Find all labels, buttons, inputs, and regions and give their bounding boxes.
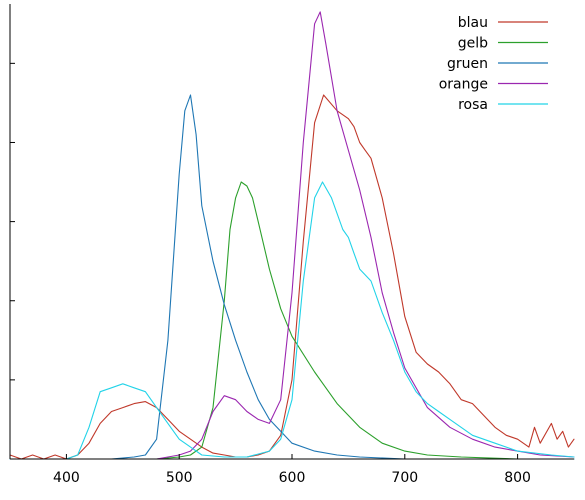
series-line-orange bbox=[9, 11, 575, 460]
legend-item-rosa: rosa bbox=[458, 97, 548, 113]
legend: blau gelb gruen orange rosa bbox=[439, 15, 548, 113]
series-line-blau bbox=[9, 94, 575, 460]
series-line-gelb bbox=[9, 181, 575, 460]
series-line-gruen bbox=[9, 94, 575, 460]
x-tick-label-800: 800 bbox=[504, 470, 531, 486]
series-line-rosa bbox=[9, 181, 575, 460]
legend-item-orange: orange bbox=[439, 77, 548, 93]
legend-item-gelb: gelb bbox=[458, 36, 548, 52]
legend-label-rosa: rosa bbox=[458, 97, 488, 113]
legend-label-gruen: gruen bbox=[447, 56, 488, 72]
legend-label-blau: blau bbox=[458, 15, 488, 31]
series-layer bbox=[9, 11, 575, 460]
axis-layer: 400 500 600 700 800 bbox=[9, 4, 574, 486]
x-tick-label-500: 500 bbox=[166, 470, 193, 486]
x-tick-label-600: 600 bbox=[279, 470, 306, 486]
x-tick-label-700: 700 bbox=[391, 470, 418, 486]
legend-item-gruen: gruen bbox=[447, 56, 548, 72]
legend-item-blau: blau bbox=[458, 15, 548, 31]
legend-label-orange: orange bbox=[439, 77, 488, 93]
x-tick-label-400: 400 bbox=[53, 470, 80, 486]
legend-label-gelb: gelb bbox=[458, 36, 488, 52]
